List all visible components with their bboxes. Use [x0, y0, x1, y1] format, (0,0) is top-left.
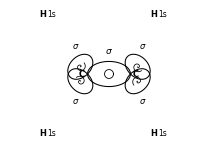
Text: σ: σ [106, 47, 112, 56]
Text: σ: σ [73, 42, 78, 51]
Text: C: C [133, 70, 139, 78]
Text: σ: σ [140, 42, 145, 51]
Text: 1s: 1s [48, 10, 56, 19]
Text: 1s: 1s [48, 129, 56, 138]
Text: H: H [40, 10, 47, 19]
Text: H: H [40, 129, 47, 138]
Text: σ: σ [140, 97, 145, 106]
Text: 1s: 1s [158, 10, 167, 19]
Text: σ: σ [73, 97, 78, 106]
Text: H: H [150, 10, 157, 19]
Text: 1s: 1s [158, 129, 167, 138]
Text: C: C [79, 70, 85, 78]
Text: H: H [150, 129, 157, 138]
